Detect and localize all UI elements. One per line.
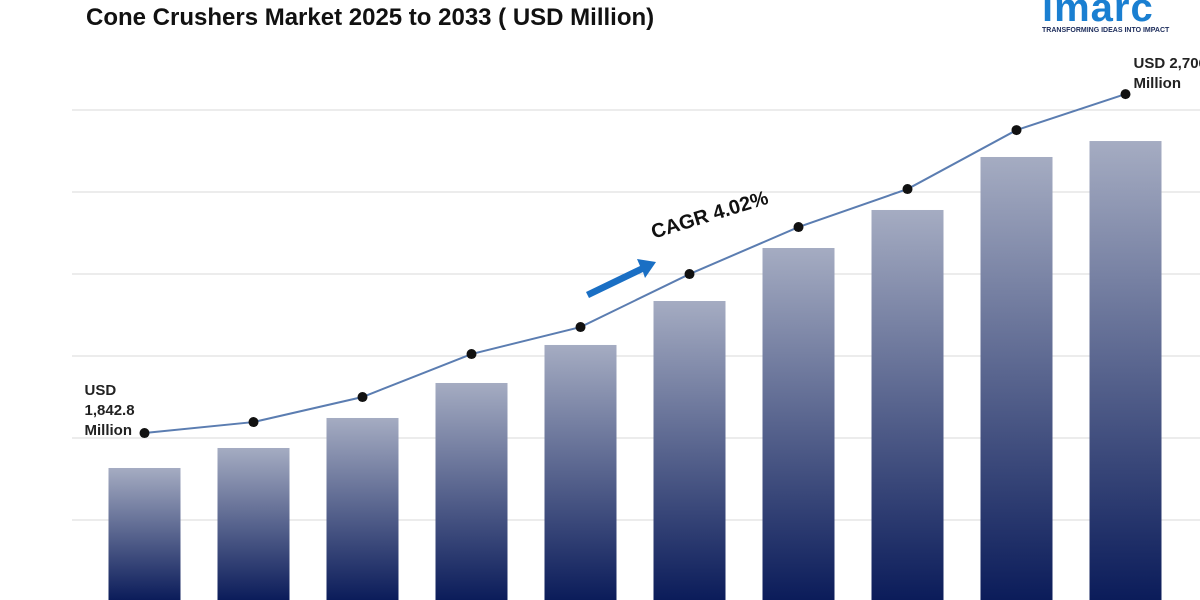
line-point (1120, 89, 1131, 100)
bar (871, 209, 944, 600)
bar (326, 417, 399, 600)
line (144, 93, 1126, 435)
bar (435, 382, 508, 600)
line-point (357, 392, 368, 403)
tagline: TRANSFORMING IDEAS INTO IMPACT (1042, 27, 1170, 34)
bar (762, 248, 835, 600)
bar (108, 467, 181, 600)
bar (544, 344, 617, 600)
line-point (575, 322, 586, 333)
cagr-arrow (586, 259, 656, 298)
value-label: USD 1,842.8 Million (84, 382, 135, 440)
logo: imarc (1042, 0, 1154, 30)
line-point (793, 222, 804, 233)
line-point (684, 269, 695, 280)
line-point (1011, 125, 1022, 136)
line-point (139, 428, 150, 439)
bar (1089, 141, 1162, 600)
bar (217, 447, 290, 600)
bar (980, 156, 1053, 600)
line-point (902, 184, 913, 195)
line-point (248, 417, 259, 428)
chart-title: Cone Crushers Market 2025 to 2033 ( USD … (86, 4, 655, 31)
value-label: USD 2,706.8 Million (1133, 55, 1200, 93)
bar (653, 301, 726, 600)
line-point (466, 349, 477, 360)
